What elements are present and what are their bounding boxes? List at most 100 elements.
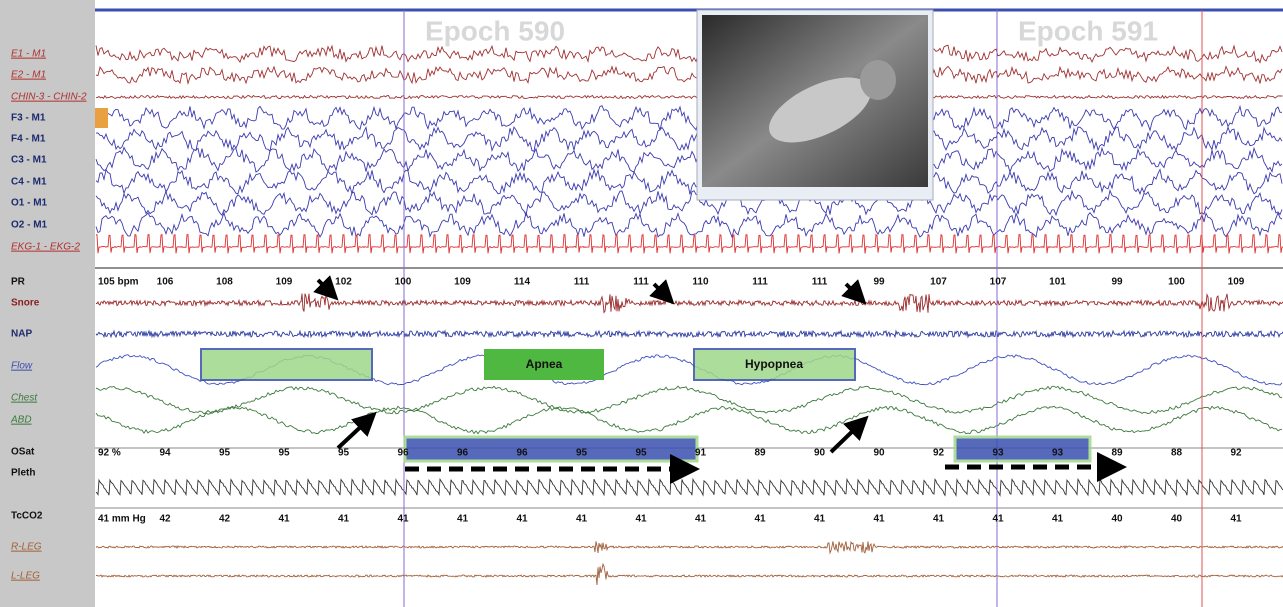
row-value: 100 (1168, 277, 1185, 288)
waveform (95, 562, 1283, 586)
waveform (95, 125, 1283, 153)
row-value: 109 (454, 277, 471, 288)
row-value: 95 (338, 448, 350, 459)
row-value: 41 (1052, 514, 1064, 525)
desat-box (953, 435, 1092, 463)
epoch-label: Epoch 590 (425, 15, 565, 46)
channel-label: L-LEG (11, 571, 40, 582)
row-value: 111 (812, 277, 828, 288)
row-value: 40 (1171, 514, 1183, 525)
channel-label: ABD (10, 415, 32, 426)
row-value: 95 (576, 448, 588, 459)
row-value: 95 (278, 448, 290, 459)
event-label: Hypopnea (745, 357, 803, 371)
channel-label: Flow (11, 361, 33, 372)
waveform (95, 168, 1283, 196)
channel-label: Snore (11, 298, 40, 309)
channel-label: R-LEG (11, 542, 42, 553)
row-value: 102 (335, 277, 352, 288)
arrow (829, 415, 869, 454)
row-value: 41 (516, 514, 528, 525)
channel-label: TcCO2 (11, 511, 43, 522)
row-value: 99 (1111, 277, 1123, 288)
row-first: 105 bpm (98, 277, 139, 288)
channel-label: Chest (11, 393, 38, 404)
waveform (95, 233, 1283, 254)
waveform (95, 188, 1283, 217)
row-value: 41 (278, 514, 290, 525)
channel-label: Pleth (11, 468, 35, 479)
row-value: 92 (933, 448, 945, 459)
row-value: 91 (695, 448, 707, 459)
row-value: 95 (219, 448, 231, 459)
row-value: 42 (159, 514, 171, 525)
row-value: 41 (754, 514, 766, 525)
channel-label: OSat (11, 447, 35, 458)
row-value: 111 (574, 277, 590, 288)
video-figure (860, 60, 896, 100)
waveform (95, 540, 1283, 555)
arrow (313, 275, 339, 301)
row-value: 41 (457, 514, 469, 525)
row-value: 110 (692, 277, 709, 288)
arrow (841, 279, 867, 305)
event-box (693, 348, 856, 381)
channel-label: E1 - M1 (11, 49, 46, 60)
row-value: 42 (219, 514, 231, 525)
video-figure (769, 77, 871, 143)
row-value: 108 (216, 277, 233, 288)
row-value: 41 (1230, 514, 1242, 525)
channel-label: O2 - M1 (11, 220, 48, 231)
waveform (95, 385, 1283, 415)
row-value: 106 (157, 277, 174, 288)
row-value: 94 (159, 448, 171, 459)
row-first: 92 % (98, 448, 121, 459)
channel-label: O1 - M1 (11, 198, 48, 209)
epoch-label: Epoch 591 (1018, 15, 1158, 46)
channel-label: CHIN-3 - CHIN-2 (11, 92, 87, 103)
row-value: 93 (1052, 448, 1064, 459)
row-value: 41 (397, 514, 409, 525)
row-value: 92 (1230, 448, 1242, 459)
row-value: 111 (633, 277, 649, 288)
row-value: 40 (1111, 514, 1123, 525)
channel-label: C4 - M1 (11, 177, 47, 188)
waveform (95, 146, 1283, 175)
row-value: 96 (516, 448, 528, 459)
waveforms (95, 44, 1283, 586)
channel-label: E2 - M1 (11, 70, 46, 81)
row-value: 90 (814, 448, 826, 459)
arrow (336, 411, 377, 450)
channel-label: F3 - M1 (11, 113, 46, 124)
event-box (200, 348, 373, 381)
waveform (95, 44, 1283, 64)
row-value: 88 (1171, 448, 1183, 459)
waveform (95, 65, 1283, 86)
sidebar (0, 0, 95, 607)
row-value: 100 (395, 277, 412, 288)
row-value: 101 (1049, 277, 1066, 288)
row-value: 95 (635, 448, 647, 459)
event-box (484, 349, 604, 380)
row-value: 41 (576, 514, 588, 525)
row-value: 41 (814, 514, 826, 525)
desat-box (403, 435, 699, 463)
row-value: 41 (695, 514, 707, 525)
row-value: 41 (873, 514, 885, 525)
event-label: Apnea (526, 357, 563, 371)
row-value: 109 (276, 277, 293, 288)
channel-label: C3 - M1 (11, 155, 47, 166)
row-value: 96 (397, 448, 409, 459)
waveform (95, 211, 1283, 239)
row-value: 89 (754, 448, 766, 459)
row-value: 93 (992, 448, 1004, 459)
row-value: 96 (457, 448, 469, 459)
channel-label: F4 - M1 (11, 134, 46, 145)
row-value: 107 (930, 277, 947, 288)
waveform (95, 405, 1283, 435)
waveform (95, 329, 1283, 339)
row-value: 99 (873, 277, 885, 288)
arrow (649, 279, 675, 305)
waveform (96, 292, 1283, 314)
row-value: 107 (990, 277, 1007, 288)
